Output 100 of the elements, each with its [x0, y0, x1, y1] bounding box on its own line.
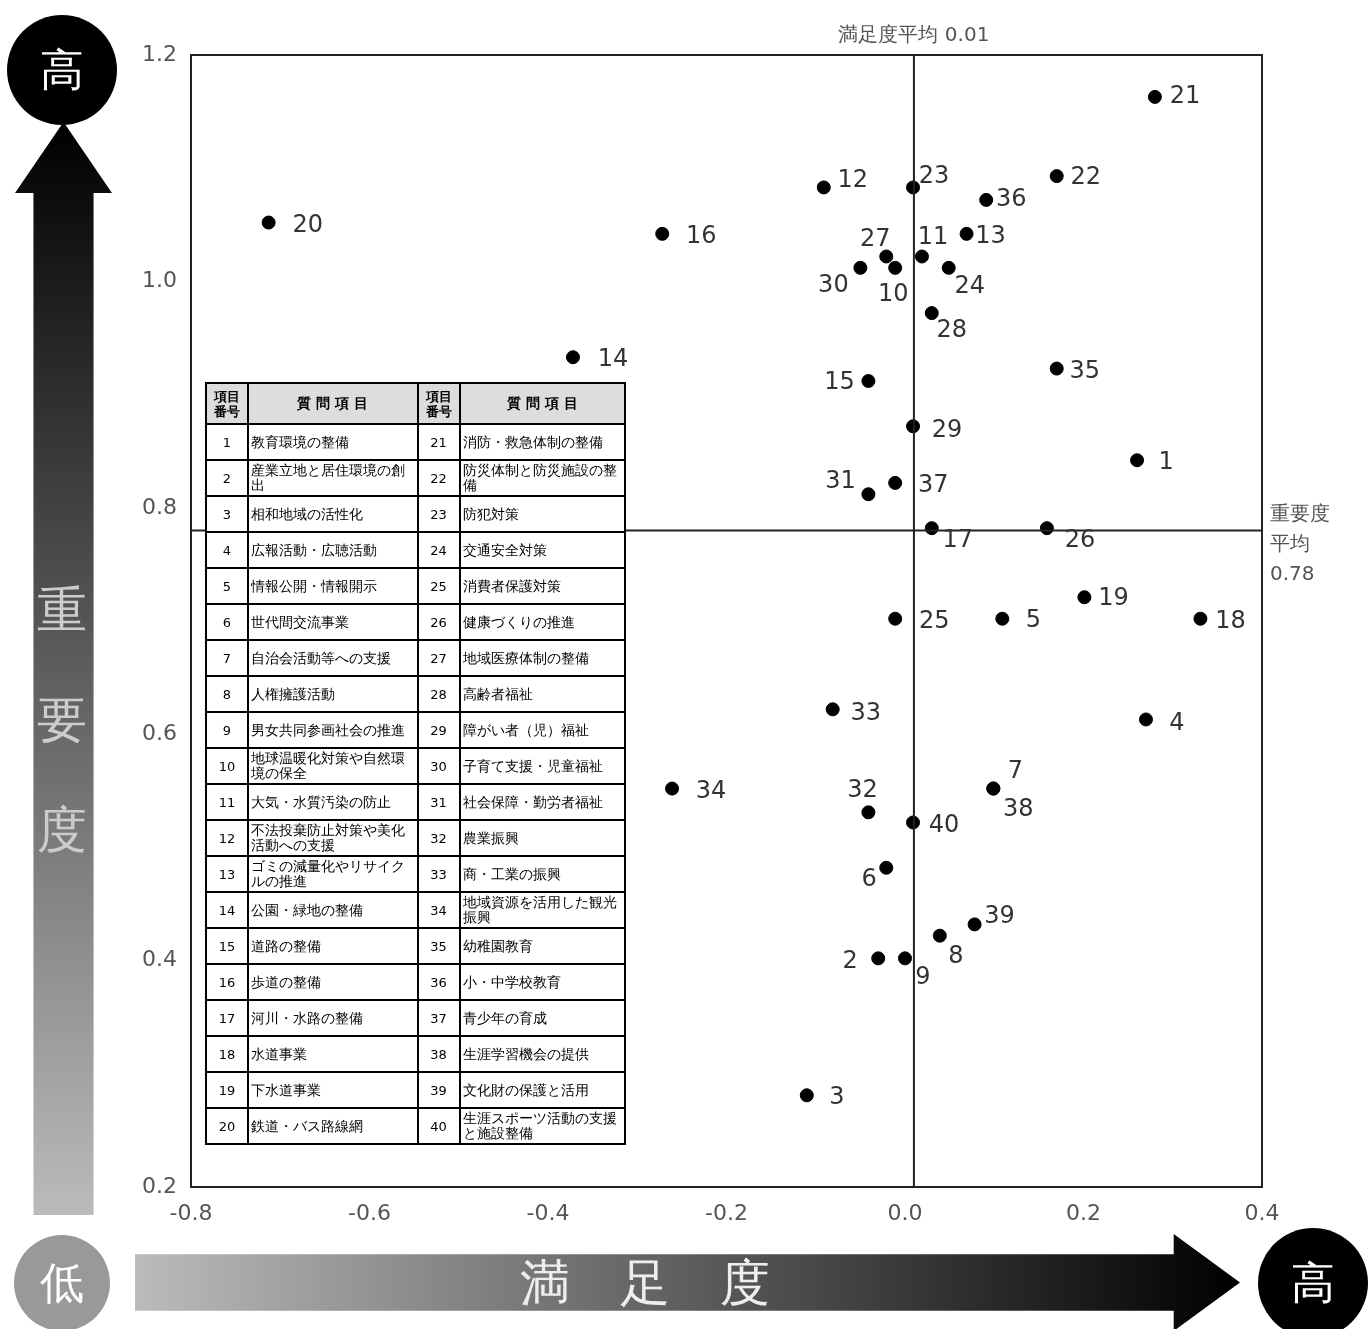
annotation: 6 — [861, 864, 877, 893]
annotation: 32 — [417, 820, 460, 856]
annotation: 38 — [417, 1036, 460, 1072]
annotation: 36 — [417, 964, 460, 1000]
annotation: 35 — [1069, 355, 1100, 384]
annotation: 1 — [1158, 447, 1174, 476]
annotation: 17 — [206, 1000, 248, 1036]
circle-badge: 低 — [14, 1235, 110, 1329]
annotation: 18 — [206, 1036, 248, 1072]
annotation: 34 — [695, 775, 727, 804]
annotation: 生涯スポーツ活動の支援と施設整備 — [459, 1108, 625, 1144]
annotation: 幼稚園教育 — [459, 928, 625, 964]
annotation: 28 — [936, 315, 968, 344]
annotation: 30 — [417, 748, 460, 784]
annotation: 5 — [206, 568, 248, 604]
annotation: 31 — [417, 784, 460, 820]
annotation: 30 — [818, 270, 849, 299]
annotation: 文化財の保護と活用 — [459, 1072, 625, 1108]
annotation: 21 — [417, 424, 460, 460]
y-axis-title: 重要度 — [36, 580, 88, 861]
annotation: 26 — [417, 604, 460, 640]
annotation: 7 — [1007, 755, 1023, 784]
circle-badge: 高 — [7, 15, 117, 125]
annotation: 16 — [206, 964, 248, 1000]
annotation: 19 — [1098, 583, 1129, 612]
annotation: 34 — [417, 892, 460, 928]
annotation: 25 — [918, 605, 950, 634]
annotation: 障がい者（児）福祉 — [459, 712, 625, 748]
annotation: 13 — [975, 221, 1006, 250]
annotation: 33 — [417, 856, 460, 892]
x-tick-label: 0.0 — [887, 1199, 923, 1225]
annotation: 道路の整備 — [248, 928, 418, 964]
annotation: 37 — [917, 470, 949, 499]
annotation: 地球温暖化対策や自然環境の保全 — [248, 748, 418, 784]
annotation: 3 — [829, 1081, 845, 1110]
x-tick-label: -0.8 — [169, 1199, 213, 1225]
annotation: ゴミの減量化やリサイクルの推進 — [248, 856, 418, 892]
annotation: 37 — [417, 1000, 460, 1036]
annotation: 32 — [847, 774, 878, 803]
annotation: 31 — [825, 466, 856, 495]
annotation: 防災体制と防災施設の整備 — [459, 460, 625, 496]
annotation: 11 — [917, 221, 949, 250]
annotation: 27 — [417, 640, 460, 676]
ref-line-label: 満足度平均 0.01 — [837, 21, 991, 48]
annotation: 質 問 項 目 — [248, 383, 418, 424]
annotation: 項目番号 — [206, 383, 248, 424]
annotation: 世代間交流事業 — [248, 604, 418, 640]
annotation: 21 — [1169, 81, 1201, 110]
annotation: 33 — [850, 697, 881, 726]
annotation: 1 — [206, 424, 248, 460]
annotation: 6 — [206, 604, 248, 640]
annotation: 4 — [1169, 707, 1185, 736]
x-tick-label: 0.4 — [1244, 1199, 1280, 1225]
annotation: 7 — [206, 640, 248, 676]
annotation: 交通安全対策 — [459, 532, 625, 568]
annotation: 10 — [206, 748, 248, 784]
annotation: 健康づくりの推進 — [459, 604, 625, 640]
annotation: 24 — [417, 532, 460, 568]
annotation: 鉄道・バス路線網 — [248, 1108, 418, 1144]
annotation: 26 — [1064, 525, 1096, 554]
annotation: 農業振興 — [459, 820, 625, 856]
annotation: 27 — [859, 223, 891, 252]
annotation: 24 — [954, 271, 986, 300]
annotation: 29 — [931, 414, 963, 443]
annotation: 14 — [206, 892, 248, 928]
annotation: 公園・緑地の整備 — [248, 892, 418, 928]
annotation: 15 — [206, 928, 248, 964]
annotation: 8 — [948, 940, 964, 969]
annotation: 商・工業の振興 — [459, 856, 625, 892]
annotation: 8 — [206, 676, 248, 712]
y-tick-label: 1.0 — [142, 267, 177, 293]
annotation: 39 — [417, 1072, 460, 1108]
annotation: 11 — [206, 784, 248, 820]
annotation: 22 — [417, 460, 460, 496]
annotation: 2 — [206, 460, 248, 496]
annotation: 広報活動・広聴活動 — [248, 532, 418, 568]
annotation: 15 — [824, 367, 855, 396]
annotation: 生涯学習機会の提供 — [459, 1036, 625, 1072]
annotation: 20 — [206, 1108, 248, 1144]
annotation: 大気・水質汚染の防止 — [248, 784, 418, 820]
annotation: 情報公開・情報開示 — [248, 568, 418, 604]
annotation: 17 — [942, 525, 974, 554]
y-tick-label: 0.6 — [142, 719, 177, 745]
x-tick-label: -0.4 — [526, 1199, 570, 1225]
annotation: 防犯対策 — [459, 496, 625, 532]
ref-line-label: 重要度平均 0.78 — [1270, 500, 1331, 588]
annotation: 40 — [928, 809, 960, 838]
x-axis-title: 満足度 — [519, 1253, 821, 1314]
annotation: 12 — [837, 164, 869, 193]
y-tick-label: 0.4 — [142, 946, 177, 972]
annotation: 子育て支援・児童福祉 — [459, 748, 625, 784]
annotation: 男女共同参画社会の推進 — [248, 712, 418, 748]
annotation: 2 — [842, 945, 858, 974]
annotation: 高齢者福祉 — [459, 676, 625, 712]
annotation: 項目番号 — [417, 383, 460, 424]
annotation: 38 — [1003, 793, 1034, 822]
annotation: 23 — [417, 496, 460, 532]
annotation: 14 — [597, 344, 629, 373]
annotation: 不法投棄防止対策や美化活動への支援 — [248, 820, 418, 856]
x-tick-label: -0.6 — [348, 1199, 391, 1225]
